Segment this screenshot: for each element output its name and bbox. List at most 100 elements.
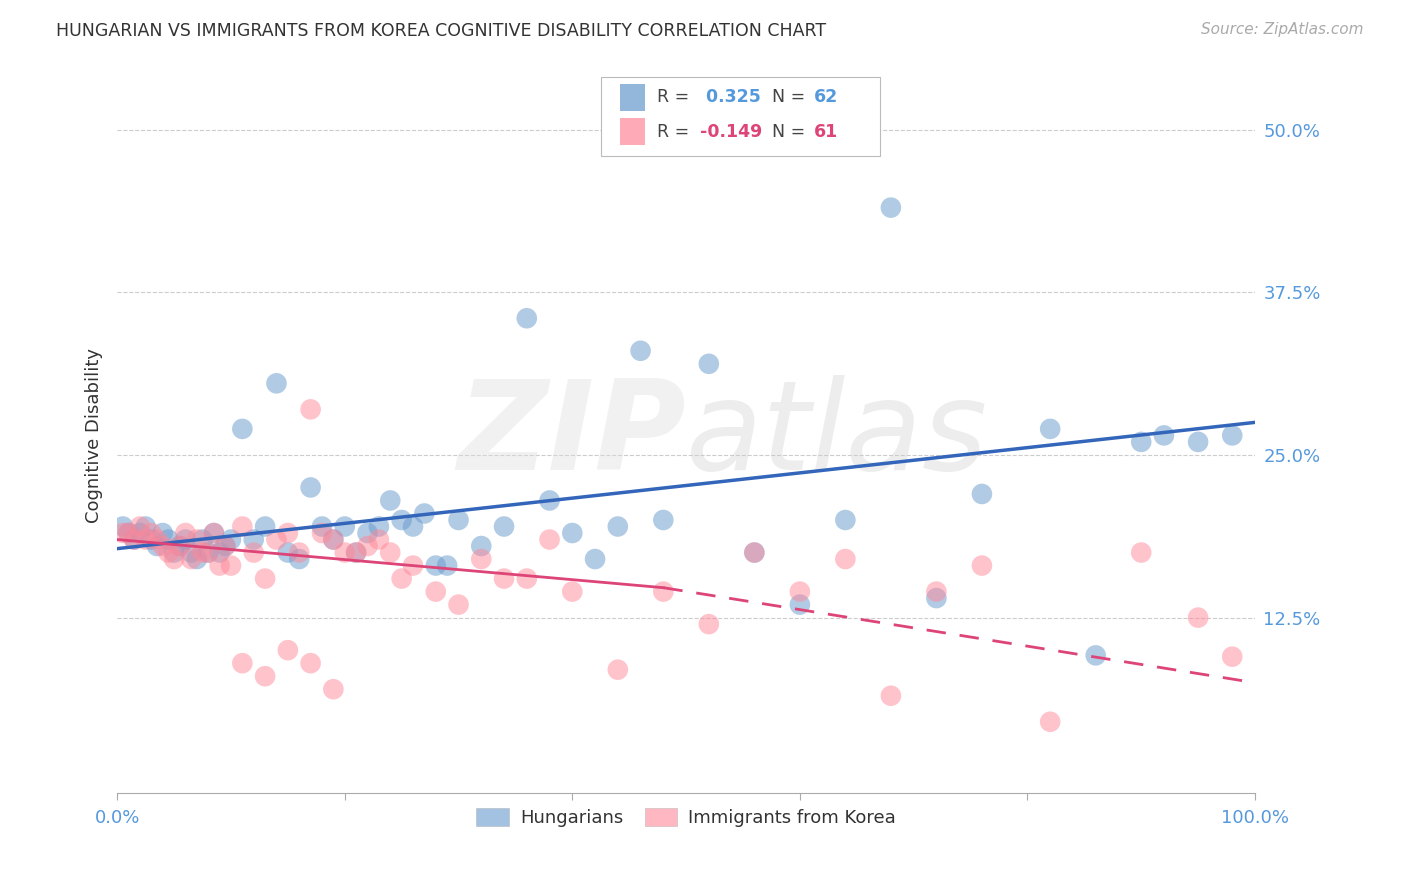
Y-axis label: Cognitive Disability: Cognitive Disability [86, 348, 103, 523]
Point [470, 539, 492, 553]
Text: Source: ZipAtlas.com: Source: ZipAtlas.com [1201, 22, 1364, 37]
Point [191, 533, 214, 547]
Point [191, 545, 214, 559]
Point [277, 545, 299, 559]
Point [1130, 545, 1153, 559]
Point [436, 558, 458, 573]
Point [516, 572, 538, 586]
Point [561, 526, 583, 541]
Point [219, 558, 242, 573]
Point [129, 519, 152, 533]
Text: 0.325: 0.325 [700, 88, 761, 106]
Point [367, 533, 389, 547]
Point [1153, 428, 1175, 442]
Point [231, 519, 253, 533]
Point [277, 643, 299, 657]
Text: HUNGARIAN VS IMMIGRANTS FROM KOREA COGNITIVE DISABILITY CORRELATION CHART: HUNGARIAN VS IMMIGRANTS FROM KOREA COGNI… [56, 22, 827, 40]
Point [1130, 434, 1153, 449]
Point [122, 533, 145, 547]
Text: N =: N = [761, 88, 811, 106]
Point [186, 533, 208, 547]
Point [630, 343, 652, 358]
Point [169, 539, 191, 553]
Point [516, 311, 538, 326]
Point [254, 669, 277, 683]
Point [880, 689, 903, 703]
Point [1039, 422, 1062, 436]
Point [380, 545, 402, 559]
Point [169, 539, 191, 553]
Point [299, 480, 322, 494]
Point [970, 558, 993, 573]
Point [299, 656, 322, 670]
Point [1220, 428, 1243, 442]
Point [344, 545, 367, 559]
FancyBboxPatch shape [600, 78, 880, 156]
Point [266, 533, 288, 547]
Point [447, 598, 470, 612]
Point [129, 526, 152, 541]
Point [146, 539, 169, 553]
Point [380, 493, 402, 508]
Point [425, 558, 447, 573]
Point [202, 526, 225, 541]
Point [288, 545, 311, 559]
Point [538, 493, 561, 508]
Point [492, 519, 515, 533]
Point [652, 513, 675, 527]
Point [242, 533, 264, 547]
Point [152, 526, 174, 541]
Point [254, 519, 277, 533]
Point [174, 533, 197, 547]
Point [111, 519, 134, 533]
Point [180, 552, 202, 566]
Text: R =: R = [657, 123, 695, 141]
Point [214, 539, 236, 553]
FancyBboxPatch shape [620, 84, 645, 112]
Point [538, 533, 561, 547]
Point [606, 663, 628, 677]
Point [219, 533, 242, 547]
Text: ZIP: ZIP [457, 375, 686, 496]
Point [925, 591, 948, 606]
Point [425, 584, 447, 599]
Point [391, 513, 413, 527]
Point [344, 545, 367, 559]
Point [1187, 434, 1209, 449]
Point [367, 519, 389, 533]
Point [789, 598, 811, 612]
Point [214, 539, 236, 553]
Point [970, 487, 993, 501]
Point [152, 539, 174, 553]
Text: atlas: atlas [686, 375, 988, 496]
Point [789, 584, 811, 599]
Point [299, 402, 322, 417]
Text: -0.149: -0.149 [700, 123, 762, 141]
Point [1187, 610, 1209, 624]
Point [117, 526, 139, 541]
Point [135, 533, 157, 547]
Point [925, 584, 948, 599]
Point [1084, 648, 1107, 663]
Point [606, 519, 628, 533]
Point [333, 545, 356, 559]
Point [231, 422, 253, 436]
Point [180, 545, 202, 559]
Point [447, 513, 470, 527]
Point [146, 533, 169, 547]
Point [186, 552, 208, 566]
Point [163, 552, 186, 566]
Point [202, 526, 225, 541]
Point [111, 526, 134, 541]
Point [141, 533, 163, 547]
Point [583, 552, 606, 566]
Point [157, 545, 180, 559]
Point [174, 526, 197, 541]
Point [402, 558, 425, 573]
Point [697, 617, 720, 632]
Text: R =: R = [657, 88, 695, 106]
Point [402, 519, 425, 533]
Point [413, 507, 436, 521]
Text: N =: N = [761, 123, 811, 141]
Point [561, 584, 583, 599]
